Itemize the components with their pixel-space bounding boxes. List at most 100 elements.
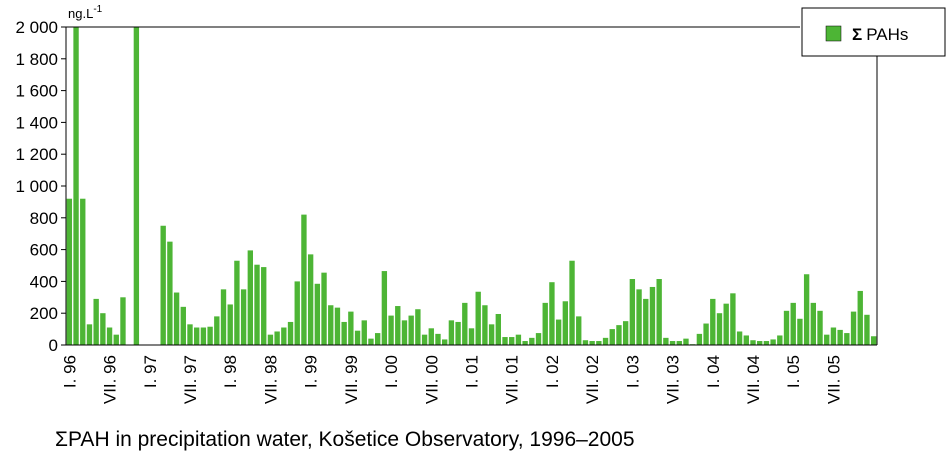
y-unit-label: ng.L-1 bbox=[68, 4, 103, 21]
bar-33 bbox=[287, 321, 294, 345]
bar-116 bbox=[844, 333, 850, 345]
x-tick-label: I. 05 bbox=[784, 355, 803, 388]
y-unit-exponent: -1 bbox=[93, 4, 102, 15]
y-tick-label: 2 000 bbox=[15, 18, 58, 37]
bar-102 bbox=[750, 340, 756, 345]
bar-7 bbox=[113, 334, 119, 345]
legend-label: Σ PAHs bbox=[852, 25, 908, 44]
bar-90 bbox=[669, 341, 676, 345]
bar-18 bbox=[187, 324, 193, 345]
bar-100 bbox=[736, 331, 743, 345]
bar-110 bbox=[803, 274, 810, 345]
bar-114 bbox=[830, 327, 837, 345]
bar-84 bbox=[629, 279, 636, 345]
x-tick-label: I. 02 bbox=[543, 355, 562, 388]
bar-58 bbox=[455, 321, 461, 345]
x-tick-label: VII. 96 bbox=[101, 355, 120, 404]
bar-98 bbox=[723, 303, 729, 345]
x-tick-label: VII. 99 bbox=[342, 355, 361, 404]
bar-109 bbox=[797, 318, 803, 345]
bar-50 bbox=[401, 320, 408, 345]
y-tick-label: 0 bbox=[49, 336, 58, 355]
bar-54 bbox=[428, 328, 434, 345]
bar-10 bbox=[133, 27, 140, 345]
x-tick-label: VII. 00 bbox=[422, 355, 441, 404]
bar-60 bbox=[468, 328, 475, 345]
bar-37 bbox=[314, 283, 321, 345]
bar-16 bbox=[173, 292, 180, 345]
y-tick-label: 200 bbox=[30, 304, 58, 323]
x-tick-label: VII. 01 bbox=[503, 355, 522, 404]
bar-8 bbox=[120, 297, 126, 345]
bar-71 bbox=[542, 302, 548, 345]
bar-63 bbox=[488, 324, 495, 345]
bar-101 bbox=[743, 335, 749, 345]
bar-95 bbox=[703, 323, 709, 345]
bar-103 bbox=[757, 341, 763, 345]
bar-64 bbox=[495, 313, 501, 345]
chart-caption: ΣPAH in precipitation water, Košetice Ob… bbox=[55, 428, 635, 452]
bar-97 bbox=[716, 313, 723, 345]
bar-77 bbox=[582, 340, 589, 345]
bar-78 bbox=[589, 341, 595, 345]
bar-91 bbox=[676, 341, 682, 345]
bar-104 bbox=[763, 341, 770, 345]
bar-26 bbox=[240, 289, 247, 345]
bar-34 bbox=[294, 281, 300, 345]
bar-106 bbox=[777, 335, 783, 345]
bar-61 bbox=[475, 291, 481, 345]
bar-69 bbox=[529, 337, 535, 345]
legend: Σ PAHs bbox=[801, 7, 946, 57]
bar-32 bbox=[281, 327, 287, 345]
x-tick-label: VII. 97 bbox=[181, 355, 200, 404]
bar-29 bbox=[261, 267, 267, 345]
x-tick-label: I. 99 bbox=[302, 355, 321, 388]
bar-59 bbox=[462, 302, 468, 345]
bar-30 bbox=[267, 334, 274, 345]
x-tick-label: VII. 98 bbox=[261, 355, 280, 404]
bar-65 bbox=[502, 337, 508, 345]
bar-53 bbox=[421, 334, 428, 345]
x-tick-label: I. 04 bbox=[704, 355, 723, 388]
bar-6 bbox=[106, 327, 113, 345]
bar-17 bbox=[180, 306, 186, 345]
bar-5 bbox=[100, 313, 106, 345]
bar-49 bbox=[395, 306, 401, 345]
bar-27 bbox=[247, 250, 253, 345]
bar-96 bbox=[710, 298, 716, 345]
bar-111 bbox=[810, 302, 817, 345]
bar-92 bbox=[683, 338, 689, 345]
bar-19 bbox=[194, 327, 200, 345]
bar-107 bbox=[783, 310, 790, 345]
bar-82 bbox=[616, 325, 622, 345]
x-tick-label: I. 98 bbox=[221, 355, 240, 388]
bar-0 bbox=[66, 198, 73, 345]
x-tick-label: VII. 03 bbox=[664, 355, 683, 404]
bar-80 bbox=[602, 337, 609, 345]
bar-42 bbox=[348, 311, 354, 345]
x-axis-ticks: I. 96 VII. 96 I. 97 VII. 97 I. 98 VII. 98 I. 9… bbox=[60, 355, 843, 404]
bar-89 bbox=[663, 337, 669, 345]
y-tick-label: 800 bbox=[30, 209, 58, 228]
bar-94 bbox=[696, 333, 703, 345]
y-tick-label: 600 bbox=[30, 241, 58, 260]
bar-25 bbox=[234, 260, 240, 345]
x-tick-label: VII. 05 bbox=[824, 355, 843, 404]
x-tick-label: I. 96 bbox=[60, 355, 79, 388]
bar-85 bbox=[636, 289, 642, 345]
bar-66 bbox=[509, 337, 515, 345]
bar-81 bbox=[609, 329, 615, 345]
bar-40 bbox=[334, 307, 341, 345]
bar-23 bbox=[220, 289, 227, 345]
bar-70 bbox=[535, 333, 542, 345]
bar-1 bbox=[73, 27, 79, 345]
bar-47 bbox=[381, 271, 388, 345]
bar-14 bbox=[160, 225, 166, 345]
bar-56 bbox=[442, 339, 448, 345]
bar-38 bbox=[321, 272, 327, 345]
bar-24 bbox=[227, 304, 233, 345]
bar-73 bbox=[555, 319, 562, 345]
y-axis-ticks: 0 200 400 600 800 1 000 1 200 1 400 1 600 1 800 2 … bbox=[15, 18, 66, 355]
bar-28 bbox=[254, 264, 260, 345]
y-tick-label: 400 bbox=[30, 272, 58, 291]
